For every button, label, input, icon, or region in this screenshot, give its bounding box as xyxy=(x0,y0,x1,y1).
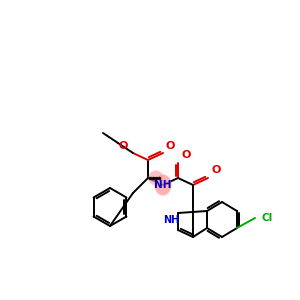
Text: O: O xyxy=(181,150,190,160)
Text: NH: NH xyxy=(154,180,172,190)
Ellipse shape xyxy=(148,170,164,185)
Text: O: O xyxy=(166,141,175,151)
Text: O: O xyxy=(212,165,221,175)
Text: NH: NH xyxy=(163,215,179,225)
Text: O: O xyxy=(118,141,128,151)
Text: Cl: Cl xyxy=(262,213,273,223)
Ellipse shape xyxy=(154,175,172,196)
